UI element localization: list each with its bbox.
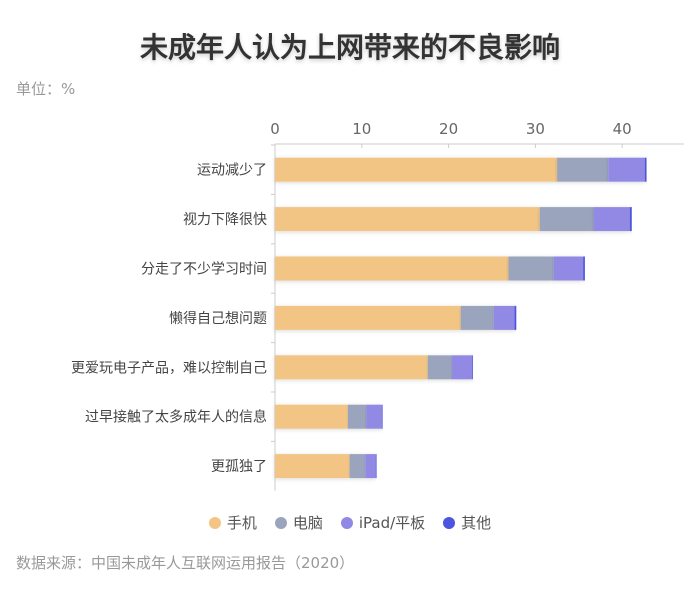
bar--1 bbox=[539, 207, 594, 232]
chart-title: 未成年人认为上网带来的不良影响 bbox=[139, 31, 560, 64]
category-label: 更孤独了 bbox=[211, 459, 267, 475]
source-note: 数据来源：中国未成年人互联网运用报告（2020） bbox=[16, 554, 355, 572]
bar--2 bbox=[583, 256, 585, 281]
bar--3 bbox=[514, 305, 517, 330]
bar-iPad-2 bbox=[553, 256, 584, 281]
bar--2 bbox=[275, 256, 509, 281]
bar--0 bbox=[557, 157, 609, 182]
legend-label: iPad/平板 bbox=[358, 514, 426, 532]
x-tick-label: 40 bbox=[613, 120, 632, 138]
bar--5 bbox=[275, 404, 348, 429]
bar--3 bbox=[460, 305, 494, 330]
bar--5 bbox=[381, 404, 383, 429]
x-tick-label: 20 bbox=[439, 120, 458, 138]
bar--0 bbox=[644, 157, 647, 182]
legend-marker-icon bbox=[443, 516, 456, 529]
legend-label: 其他 bbox=[461, 514, 492, 532]
bar--0 bbox=[275, 157, 558, 182]
legend-label: 电脑 bbox=[292, 514, 323, 532]
bar--4 bbox=[275, 355, 428, 380]
legend-marker-icon bbox=[340, 516, 353, 529]
bar--6 bbox=[275, 454, 350, 479]
legend-item[interactable]: iPad/平板 bbox=[340, 512, 426, 533]
category-label: 分走了不少学习时间 bbox=[141, 262, 267, 278]
bar--6 bbox=[349, 454, 366, 479]
legend: 手机 电脑 iPad/平板 其他 bbox=[0, 512, 700, 533]
bar--4 bbox=[472, 355, 473, 380]
category-label: 过早接触了太多成年人的信息 bbox=[85, 409, 267, 426]
x-tick-label: 10 bbox=[352, 120, 371, 138]
bar--4 bbox=[427, 355, 453, 380]
category-label: 更爱玩电子产品，难以控制自己 bbox=[71, 360, 267, 376]
legend-marker-icon bbox=[208, 516, 221, 529]
category-label: 视力下降很快 bbox=[183, 212, 267, 228]
bar-iPad-3 bbox=[493, 305, 515, 330]
bar-iPad-5 bbox=[366, 404, 382, 429]
category-label: 懒得自己想问题 bbox=[169, 310, 267, 327]
legend-item[interactable]: 电脑 bbox=[274, 512, 323, 533]
x-tick-label: 0 bbox=[270, 120, 280, 138]
legend-marker-icon bbox=[274, 516, 287, 529]
unit-label: 单位：% bbox=[16, 80, 76, 98]
bar-iPad-1 bbox=[593, 207, 631, 232]
category-label: 运动减少了 bbox=[197, 163, 267, 179]
bar--1 bbox=[275, 207, 540, 232]
legend-item[interactable]: 其他 bbox=[443, 512, 491, 533]
legend-label: 手机 bbox=[226, 514, 257, 532]
bar--2 bbox=[508, 256, 554, 281]
x-tick-label: 30 bbox=[526, 120, 545, 138]
bar--5 bbox=[347, 404, 367, 429]
bar-iPad-4 bbox=[452, 355, 473, 380]
bar-iPad-6 bbox=[365, 454, 376, 479]
bar--1 bbox=[630, 207, 632, 232]
bar-iPad-0 bbox=[608, 157, 645, 182]
bar--3 bbox=[275, 305, 461, 330]
bar--6 bbox=[375, 454, 377, 479]
legend-item[interactable]: 手机 bbox=[208, 512, 257, 533]
